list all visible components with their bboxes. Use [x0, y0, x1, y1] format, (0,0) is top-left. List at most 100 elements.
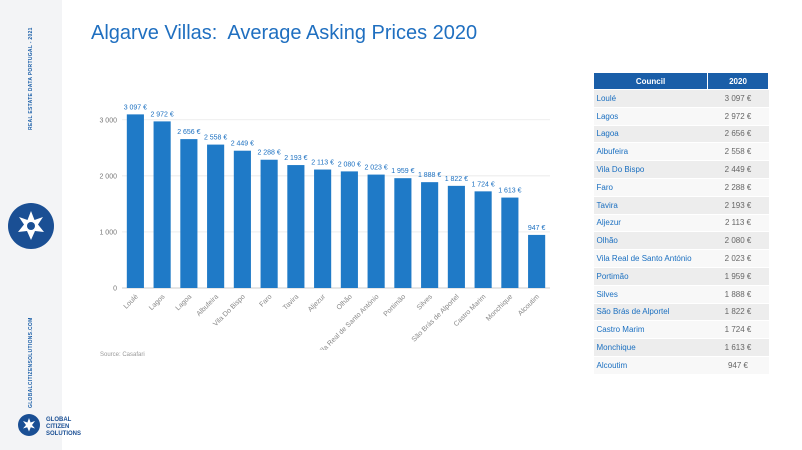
council-cell: Tavira — [593, 196, 708, 215]
category-label: Monchique — [485, 293, 514, 322]
sidebar: REAL ESTATE DATA PORTUGAL - 2021 GLOBALC… — [0, 0, 81, 450]
price-cell: 2 972 € — [707, 107, 769, 126]
council-cell: Alcoutim — [593, 356, 708, 375]
council-cell: Monchique — [593, 338, 708, 357]
price-cell: 2 193 € — [707, 196, 769, 215]
category-label: Alcoutim — [517, 293, 541, 317]
value-label: 2 193 € — [284, 155, 307, 162]
price-cell: 2 656 € — [707, 125, 769, 144]
value-label: 2 113 € — [311, 160, 334, 167]
table-header-row: Council 2020 — [593, 72, 769, 90]
table-row: Lagoa 2 656 € — [593, 125, 769, 144]
y-tick-label: 0 — [113, 286, 117, 293]
value-label: 2 972 € — [150, 111, 173, 118]
value-label: 1 724 € — [471, 181, 494, 188]
council-cell: Castro Marim — [593, 320, 708, 340]
price-cell: 1 888 € — [707, 285, 769, 304]
bar — [501, 197, 519, 288]
bar — [153, 121, 171, 288]
bar — [233, 150, 251, 288]
prices-table: Council 2020 Loulé 3 097 € Lagos 2 972 € Lag… — [593, 72, 769, 375]
value-label: 1 613 € — [498, 188, 521, 195]
bar — [260, 159, 278, 288]
table-row: Alcoutim 947 € — [593, 356, 769, 375]
price-cell: 1 613 € — [707, 338, 769, 357]
table-row: Silves 1 888 € — [593, 285, 769, 304]
price-cell: 2 558 € — [707, 142, 769, 162]
price-cell: 1 822 € — [707, 303, 769, 322]
bar — [367, 174, 385, 288]
bar — [207, 144, 225, 288]
council-cell: Albufeira — [593, 142, 708, 162]
price-cell: 2 023 € — [707, 249, 769, 268]
bar — [314, 169, 332, 288]
bar — [126, 114, 144, 288]
value-label: 1 959 € — [391, 168, 414, 175]
council-cell: Vila Do Bispo — [593, 160, 708, 179]
table-row: Monchique 1 613 € — [593, 338, 769, 357]
value-label: 2 656 € — [177, 129, 200, 136]
table-row: Lagos 2 972 € — [593, 107, 769, 126]
council-cell: Lagoa — [593, 125, 708, 144]
y-tick-label: 2 000 — [99, 173, 117, 180]
category-label: Loulé — [123, 293, 140, 310]
value-label: 1 888 € — [418, 172, 441, 179]
council-cell: Loulé — [593, 89, 708, 108]
value-label: 2 080 € — [338, 161, 361, 168]
category-label: Tavira — [282, 293, 300, 311]
table-row: Loulé 3 097 € — [593, 89, 769, 108]
table-row: Tavira 2 193 € — [593, 196, 769, 215]
table-row: Aljezur 2 113 € — [593, 214, 769, 233]
council-cell: Silves — [593, 285, 708, 304]
bar — [474, 191, 492, 288]
price-cell: 2 113 € — [707, 214, 769, 233]
council-cell: Lagos — [593, 107, 708, 126]
value-label: 947 € — [528, 225, 546, 232]
value-label: 2 449 € — [231, 141, 254, 148]
table-row: Vila Real de Santo António 2 023 € — [593, 249, 769, 268]
table-row: Portimão 1 959 € — [593, 267, 769, 286]
table-row: Albufeira 2 558 € — [593, 142, 769, 162]
category-label: Portimão — [383, 293, 408, 318]
category-label: Lagos — [148, 293, 167, 312]
price-cell: 3 097 € — [707, 89, 769, 108]
price-cell: 1 959 € — [707, 267, 769, 286]
bar — [180, 139, 198, 288]
value-label: 1 822 € — [445, 176, 468, 183]
category-label: Aljezur — [307, 293, 328, 314]
company-logo-text: GLOBAL CITIZEN SOLUTIONS — [46, 417, 82, 437]
category-label: Silves — [416, 293, 435, 312]
bar — [421, 182, 439, 288]
council-cell: Faro — [593, 178, 708, 197]
council-cell: Vila Real de Santo António — [593, 249, 708, 268]
category-label: Albufeira — [196, 293, 221, 318]
table-row: São Brás de Alportel 1 822 € — [593, 303, 769, 322]
council-cell: Olhão — [593, 231, 708, 251]
council-cell: Aljezur — [593, 214, 708, 233]
bar-chart: 0 1 000 2 000 3 000 3 097 € Loulé 2 972 € Lagos… — [99, 104, 550, 350]
bar — [287, 165, 305, 288]
sidebar-caption: REAL ESTATE DATA PORTUGAL - 2021 — [28, 27, 34, 130]
bar — [447, 185, 465, 288]
price-cell: 1 724 € — [707, 320, 769, 340]
table-row: Olhão 2 080 € — [593, 231, 769, 251]
price-cell: 2 080 € — [707, 231, 769, 251]
company-logo-icon — [18, 414, 40, 436]
value-label: 2 288 € — [257, 150, 280, 157]
category-label: Olhão — [336, 293, 354, 311]
price-cell: 2 288 € — [707, 178, 769, 197]
category-label: São Brás de Alportel — [411, 293, 461, 343]
website-caption: GLOBALCITIZENSOLUTIONS.COM — [28, 317, 34, 408]
value-label: 2 023 € — [364, 165, 387, 172]
bar — [394, 178, 412, 288]
table-row: Faro 2 288 € — [593, 178, 769, 197]
page-title: Algarve Villas: Average Asking Prices 20… — [91, 22, 478, 44]
table-row: Vila Do Bispo 2 449 € — [593, 160, 769, 179]
value-label: 3 097 € — [124, 104, 147, 111]
council-cell: Portimão — [593, 267, 708, 286]
header-year: 2020 — [707, 72, 769, 90]
bar — [340, 171, 358, 288]
price-cell: 947 € — [707, 356, 769, 375]
star-badge-icon — [8, 203, 54, 249]
bar — [528, 234, 546, 288]
